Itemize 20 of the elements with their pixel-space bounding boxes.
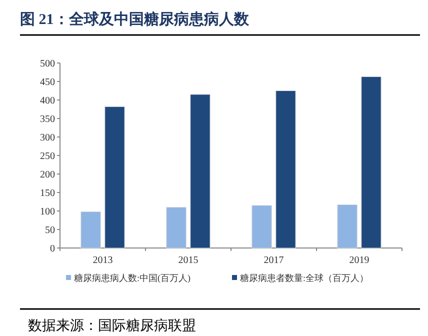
x-tick-label: 2013 [92, 255, 113, 266]
y-tick-label: 300 [40, 132, 55, 144]
plot: 0 50 100 150 200 250 300 350 400 450 500 2013 2015 2017 2019 [40, 58, 402, 266]
legend-label: 糖尿病患者数量:全球（百万人） [240, 273, 369, 283]
y-tick-label: 50 [45, 225, 55, 236]
y-tick-label: 200 [40, 170, 55, 180]
y-tick-label: 500 [40, 58, 55, 70]
legend-label: 糖尿病患病人数:中国(百万人) [74, 273, 190, 283]
x-tick-label: 2019 [349, 255, 370, 266]
y-tick-label: 150 [40, 188, 55, 199]
y-tick-label: 350 [40, 114, 55, 125]
y-tick-label: 450 [40, 77, 55, 88]
x-tick-label: 2017 [264, 255, 284, 266]
title: 图 21：全球及中国糖尿病患病人数 [20, 12, 249, 28]
x-tick-label: 2015 [178, 255, 198, 266]
y-tick-label: 0 [50, 244, 55, 254]
annotation: 数据来源：国际糖尿病联盟 [28, 319, 196, 334]
y-tick-label: 100 [40, 206, 55, 218]
y-tick-label: 400 [40, 96, 55, 106]
y-tick-label: 250 [40, 151, 55, 162]
